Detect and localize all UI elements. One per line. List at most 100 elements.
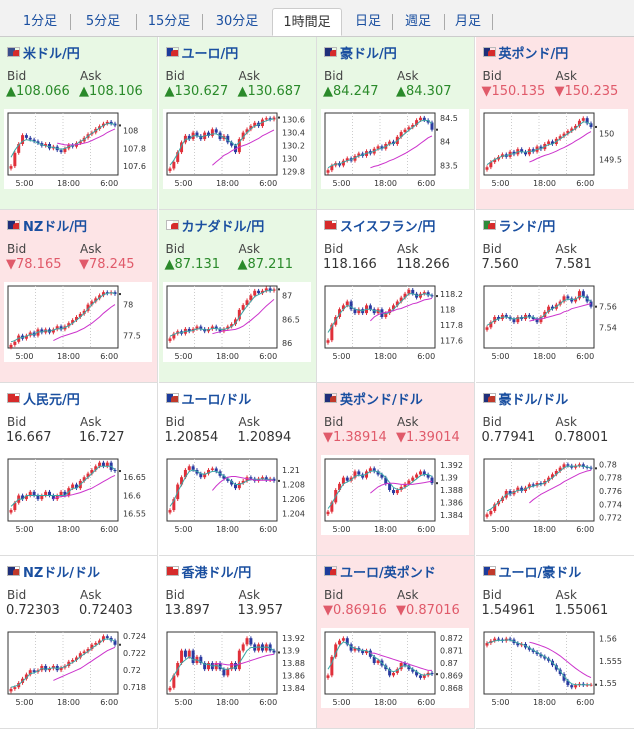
y-tick-label: 7.56 bbox=[599, 303, 617, 312]
currency-pair-link[interactable]: 香港ドル/円 bbox=[165, 562, 251, 581]
currency-panel[interactable]: カナダドル/円 Bid Ask ▲87.131 ▲87.211 87 86.5 86 5:00 1… bbox=[158, 210, 317, 383]
currency-pair-link[interactable]: NZドル/ドル bbox=[7, 562, 100, 581]
currency-panel[interactable]: ユーロ/英ポンド Bid Ask ▼0.86916 ▼0.87016 0.872 0.871… bbox=[317, 556, 475, 729]
flag-icon bbox=[7, 47, 20, 57]
x-tick-label: 18:00 bbox=[532, 525, 555, 534]
candle-body bbox=[357, 309, 361, 314]
currency-panel[interactable]: 米ドル/円 Bid Ask ▲108.066 ▲108.106 108 107.8 107.6… bbox=[0, 37, 158, 210]
tab-daily[interactable]: 日足 bbox=[354, 14, 381, 29]
tab-1hour[interactable]: 1時間足 bbox=[272, 8, 342, 36]
currency-pair-link[interactable]: ユーロ/円 bbox=[165, 43, 238, 62]
bid-label: Bid bbox=[482, 588, 502, 602]
currency-panel[interactable]: 香港ドル/円 Bid Ask 13.897 13.957 13.92 13.9 13.88 13… bbox=[158, 556, 317, 729]
candle-body bbox=[51, 329, 55, 333]
x-tick-label: 5:00 bbox=[333, 352, 351, 361]
tab-1min[interactable]: 1分足 bbox=[22, 14, 58, 29]
last-price-marker bbox=[594, 467, 597, 470]
moving-average-slow bbox=[53, 646, 116, 681]
currency-panel[interactable]: 豪ドル/ドル Bid Ask 0.77941 0.78001 0.78 0.778 0.776… bbox=[475, 383, 634, 556]
tab-30min[interactable]: 30分足 bbox=[215, 14, 259, 29]
candle-body bbox=[361, 650, 365, 654]
candle-body bbox=[554, 665, 558, 670]
y-tick-label: 86 bbox=[282, 339, 292, 348]
candle-body bbox=[78, 313, 82, 317]
candle-body bbox=[248, 477, 252, 479]
candlestick-chart: 0.78 0.778 0.776 0.774 0.772 5:00 18:00 6:00 bbox=[483, 458, 621, 534]
currency-pair-link[interactable]: 豪ドル/ドル bbox=[482, 389, 568, 408]
candlestick-chart: 7.56 7.54 5:00 18:00 6:00 bbox=[483, 285, 617, 361]
price-chart[interactable]: 0.78 0.778 0.776 0.774 0.772 5:00 18:00 6:00 bbox=[479, 455, 628, 535]
candle-body bbox=[531, 149, 535, 152]
candle-body bbox=[21, 135, 25, 144]
price-chart[interactable]: 118.2 118 117.8 117.6 5:00 18:00 6:00 bbox=[321, 282, 469, 362]
candle-body bbox=[105, 462, 109, 467]
price-chart[interactable]: 1.56 1.555 1.55 5:00 18:00 6:00 bbox=[479, 628, 628, 708]
x-tick-label: 6:00 bbox=[259, 179, 277, 188]
currency-panel[interactable]: NZドル/円 Bid Ask ▼78.165 ▼78.245 78 77.5 5:00 18:0… bbox=[0, 210, 158, 383]
price-chart[interactable]: 0.724 0.722 0.72 0.718 5:00 18:00 6:00 bbox=[4, 628, 152, 708]
candle-body bbox=[86, 473, 90, 478]
currency-panel[interactable]: 英ポンド/ドル Bid Ask ▼1.38914 ▼1.39014 1.392 1.39 1.… bbox=[317, 383, 475, 556]
currency-panel[interactable]: スイスフラン/円 Bid Ask 118.166 118.266 118.2 118 117.… bbox=[317, 210, 475, 383]
tab-15min[interactable]: 15分足 bbox=[147, 14, 191, 29]
price-chart[interactable]: 1.21 1.208 1.206 1.204 5:00 18:00 6:00 bbox=[162, 455, 311, 535]
last-price-marker bbox=[594, 305, 597, 308]
currency-panel[interactable]: ユーロ/豪ドル Bid Ask 1.54961 1.55061 1.56 1.555 1.55… bbox=[475, 556, 634, 729]
currency-pair-link[interactable]: スイスフラン/円 bbox=[324, 216, 435, 235]
price-chart[interactable]: 16.65 16.6 16.55 5:00 18:00 6:00 bbox=[4, 455, 152, 535]
currency-pair-name: 米ドル/円 bbox=[23, 46, 80, 62]
currency-panel[interactable]: ユーロ/円 Bid Ask ▲130.627 ▲130.687 130.6 130.4 130… bbox=[158, 37, 317, 210]
currency-pair-link[interactable]: NZドル/円 bbox=[7, 216, 87, 235]
y-tick-label: 0.718 bbox=[123, 683, 146, 692]
currency-pair-link[interactable]: カナダドル/円 bbox=[165, 216, 264, 235]
candle-body bbox=[210, 129, 214, 136]
tab-5min[interactable]: 5分足 bbox=[85, 14, 121, 29]
candle-body bbox=[202, 473, 206, 478]
price-chart[interactable]: 1.392 1.39 1.388 1.386 1.384 5:00 18:00 6:00 bbox=[321, 455, 469, 535]
candle-body bbox=[187, 328, 191, 332]
currency-pair-link[interactable]: ランド/円 bbox=[482, 216, 555, 235]
currency-pair-link[interactable]: ユーロ/ドル bbox=[165, 389, 251, 408]
currency-pair-link[interactable]: 人民元/円 bbox=[7, 389, 80, 408]
tab-weekly[interactable]: 週足 bbox=[404, 14, 431, 29]
currency-pair-name: 英ポンド/ドル bbox=[340, 392, 423, 408]
candle-body bbox=[191, 650, 195, 663]
currency-panel[interactable]: 英ポンド/円 Bid Ask ▼150.135 ▼150.235 150 149.5 5:00… bbox=[475, 37, 634, 210]
candle-body bbox=[368, 305, 372, 310]
currency-panel[interactable]: 人民元/円 Bid Ask 16.667 16.727 16.65 16.6 16.55 5:0… bbox=[0, 383, 158, 556]
currency-pair-link[interactable]: 英ポンド/円 bbox=[482, 43, 568, 62]
price-chart[interactable]: 150 149.5 5:00 18:00 6:00 bbox=[479, 109, 628, 189]
candle-body bbox=[264, 477, 268, 481]
candle-body bbox=[82, 651, 86, 654]
price-chart[interactable]: 0.872 0.871 0.87 0.869 0.868 5:00 18:00 6:00 bbox=[321, 628, 469, 708]
currency-pair-link[interactable]: 豪ドル/円 bbox=[324, 43, 397, 62]
currency-pair-link[interactable]: 英ポンド/ドル bbox=[324, 389, 423, 408]
candle-body bbox=[415, 671, 419, 676]
candle-body bbox=[24, 135, 28, 138]
candle-body bbox=[535, 651, 539, 655]
candle-body bbox=[221, 475, 225, 479]
last-price-marker bbox=[436, 295, 438, 298]
candle-body bbox=[32, 670, 36, 672]
price-chart[interactable]: 84.5 84 83.5 5:00 18:00 6:00 bbox=[321, 109, 469, 189]
price-chart[interactable]: 7.56 7.54 5:00 18:00 6:00 bbox=[479, 282, 628, 362]
price-chart[interactable]: 130.6 130.4 130.2 130 129.8 5:00 18:00 6:00 bbox=[162, 109, 311, 189]
moving-average-fast bbox=[169, 469, 274, 507]
moving-average-slow bbox=[528, 469, 591, 504]
currency-panel[interactable]: ランド/円 Bid Ask 7.560 7.581 7.56 7.54 5:00 18:00 6:… bbox=[475, 210, 634, 383]
moving-average-slow bbox=[53, 474, 116, 500]
currency-pair-link[interactable]: ユーロ/豪ドル bbox=[482, 562, 581, 581]
currency-pair-link[interactable]: 米ドル/円 bbox=[7, 43, 80, 62]
candlestick-chart: 1.392 1.39 1.388 1.386 1.384 5:00 18:00 6:00 bbox=[324, 458, 463, 534]
tab-monthly[interactable]: 月足 bbox=[454, 14, 481, 29]
price-chart[interactable]: 87 86.5 86 5:00 18:00 6:00 bbox=[162, 282, 311, 362]
price-chart[interactable]: 78 77.5 5:00 18:00 6:00 bbox=[4, 282, 152, 362]
candle-body bbox=[515, 317, 519, 323]
price-chart[interactable]: 13.92 13.9 13.88 13.86 13.84 5:00 18:00 6:00 bbox=[162, 628, 311, 708]
last-price-marker bbox=[594, 683, 597, 686]
price-chart[interactable]: 108 107.8 107.6 5:00 18:00 6:00 bbox=[4, 109, 152, 189]
currency-panel[interactable]: 豪ドル/円 Bid Ask ▲84.247 ▲84.307 84.5 84 83.5 5:00 1… bbox=[317, 37, 475, 210]
currency-pair-link[interactable]: ユーロ/英ポンド bbox=[324, 562, 436, 581]
currency-panel[interactable]: NZドル/ドル Bid Ask 0.72303 0.72403 0.724 0.722 0.7… bbox=[0, 556, 158, 729]
currency-panel[interactable]: ユーロ/ドル Bid Ask 1.20854 1.20894 1.21 1.208 1.206… bbox=[158, 383, 317, 556]
